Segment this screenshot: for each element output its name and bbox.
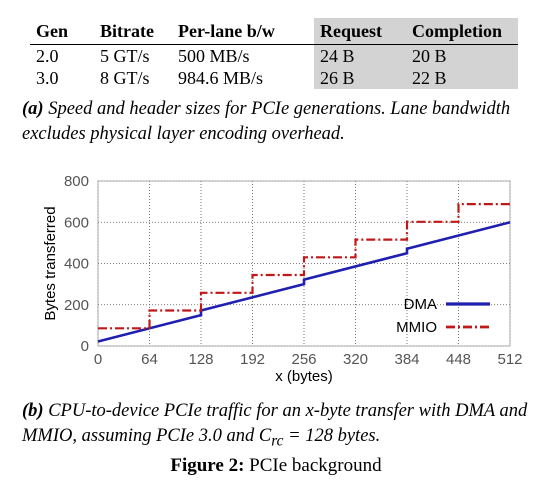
cell-bitrate: 8 GT/s bbox=[100, 68, 150, 88]
x-tick-label: 256 bbox=[291, 351, 316, 368]
x-tick-label: 512 bbox=[497, 351, 522, 368]
chart-series bbox=[97, 203, 511, 343]
cell-bitrate: 5 GT/s bbox=[100, 46, 150, 66]
y-tick-label: 800 bbox=[64, 173, 89, 190]
cell-gen: 3.0 bbox=[36, 68, 59, 88]
header-request: Request bbox=[314, 18, 406, 45]
y-axis-label: Bytes transferred bbox=[42, 206, 59, 320]
chart-axes: 0 64 128 192 256 320 384 448 512 0 200 400 600 800 bbox=[64, 173, 523, 368]
chart-legend: DMA MMIO bbox=[396, 296, 490, 336]
caption-b-text-1: CPU-to-device PCIe traffic for an x-byte… bbox=[22, 401, 528, 446]
table-row: 3.0 8 GT/s 984.6 MB/s 26 B 22 B bbox=[30, 67, 518, 89]
x-axis-label: x (bytes) bbox=[275, 368, 333, 385]
pcie-generations-table: Gen Bitrate Per-lane b/w Request Complet… bbox=[30, 18, 518, 89]
x-tick-label: 0 bbox=[94, 351, 102, 368]
caption-a-label: (a) bbox=[22, 99, 44, 119]
x-tick-label: 320 bbox=[343, 351, 368, 368]
figure-label: Figure 2: bbox=[170, 455, 245, 476]
cell-per-lane-bw: 500 MB/s bbox=[178, 46, 250, 66]
cell-completion: 22 B bbox=[406, 67, 518, 89]
legend-label-mmio: MMIO bbox=[396, 319, 437, 336]
caption-a-text: Speed and header sizes for PCIe generati… bbox=[22, 99, 511, 144]
x-tick-label: 128 bbox=[188, 351, 213, 368]
series-line-dma bbox=[97, 221, 511, 343]
table-header-row: Gen Bitrate Per-lane b/w Request Complet… bbox=[30, 18, 518, 45]
plot-frame bbox=[97, 180, 511, 347]
caption-b-label: (b) bbox=[22, 401, 44, 421]
legend-label-dma: DMA bbox=[404, 296, 437, 313]
cell-completion: 20 B bbox=[406, 44, 518, 67]
figure-title: PCIe background bbox=[249, 455, 382, 476]
caption-b-text-2: = 128 bytes. bbox=[283, 426, 381, 446]
cell-request: 26 B bbox=[314, 67, 406, 89]
figure-caption: Figure 2: PCIe background bbox=[0, 455, 552, 477]
header-per-lane-bw: Per-lane b/w bbox=[172, 18, 314, 45]
table-row: 2.0 5 GT/s 500 MB/s 24 B 20 B bbox=[30, 44, 518, 67]
series-line-mmio bbox=[98, 203, 510, 330]
cell-per-lane-bw: 984.6 MB/s bbox=[178, 68, 264, 88]
x-tick-label: 384 bbox=[394, 351, 419, 368]
caption-a: (a) Speed and header sizes for PCIe gene… bbox=[22, 97, 538, 147]
pcie-traffic-chart: 0 64 128 192 256 320 384 448 512 0 200 400 600 800 DM… bbox=[42, 173, 523, 385]
caption-b: (b) CPU-to-device PCIe traffic for an x-… bbox=[22, 399, 538, 454]
header-gen: Gen bbox=[30, 18, 94, 45]
chart-grid bbox=[97, 180, 511, 347]
header-completion: Completion bbox=[406, 18, 518, 45]
cell-request: 24 B bbox=[314, 44, 406, 67]
y-tick-label: 0 bbox=[81, 338, 89, 355]
y-tick-label: 600 bbox=[64, 214, 89, 231]
header-bitrate: Bitrate bbox=[94, 18, 172, 45]
y-tick-label: 200 bbox=[64, 297, 89, 314]
caption-b-subscript: rc bbox=[271, 432, 284, 450]
x-tick-label: 192 bbox=[240, 351, 265, 368]
y-tick-label: 400 bbox=[64, 256, 89, 273]
cell-gen: 2.0 bbox=[36, 46, 59, 66]
x-tick-label: 64 bbox=[141, 351, 158, 368]
x-tick-label: 448 bbox=[446, 351, 471, 368]
